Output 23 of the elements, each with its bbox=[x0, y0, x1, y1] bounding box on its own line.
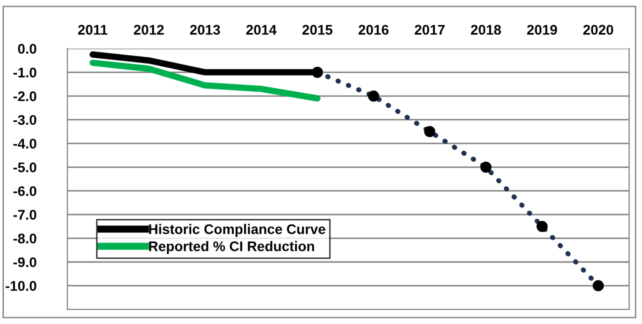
y-tick-label: -5.0 bbox=[13, 162, 36, 172]
x-tick-label: 2016 bbox=[358, 24, 389, 35]
legend-label: Reported % CI Reduction bbox=[149, 241, 314, 254]
x-tick-label: 2012 bbox=[134, 24, 164, 35]
y-tick-label: -10.0 bbox=[6, 281, 36, 291]
y-tick-label: -3.0 bbox=[13, 115, 36, 125]
y-tick-label: -6.0 bbox=[13, 186, 36, 196]
y-tick-label: -1.0 bbox=[13, 68, 36, 78]
y-tick-label: -9.0 bbox=[13, 257, 36, 268]
y-tick-label: 0.0 bbox=[18, 44, 36, 54]
x-tick-label: 2015 bbox=[302, 24, 332, 35]
y-tick-label: -7.0 bbox=[13, 210, 36, 220]
legend-label: Historic Compliance Curve bbox=[149, 224, 326, 237]
x-tick-label: 2018 bbox=[470, 24, 501, 35]
x-tick-label: 2013 bbox=[190, 24, 220, 35]
x-tick-label: 2014 bbox=[246, 24, 277, 35]
x-tick-label: 2019 bbox=[527, 24, 558, 35]
x-tick-label: 2011 bbox=[78, 24, 108, 35]
y-tick-label: -8.0 bbox=[13, 234, 36, 244]
y-tick-label: -4.0 bbox=[13, 138, 36, 149]
y-tick-label: -2.0 bbox=[13, 91, 36, 102]
x-tick-label: 2017 bbox=[414, 24, 445, 35]
x-tick-label: 2020 bbox=[583, 24, 614, 35]
